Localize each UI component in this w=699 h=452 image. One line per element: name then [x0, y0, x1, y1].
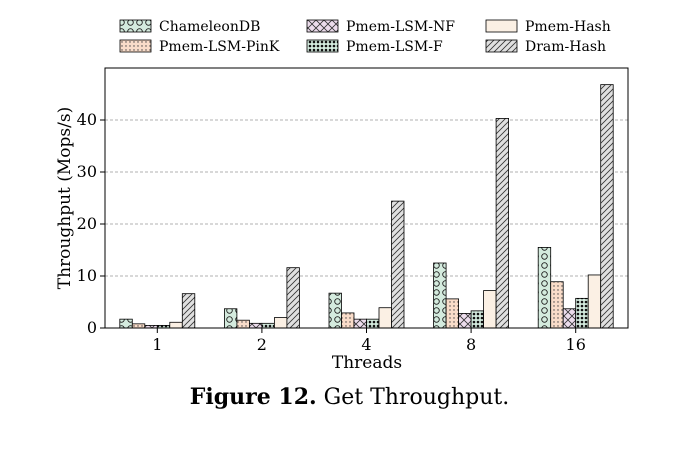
bars: [119, 84, 614, 329]
y-tick-label: 10: [77, 266, 97, 285]
legend-swatch: [485, 19, 518, 33]
bar-pmem-lsm-f-16: [575, 297, 589, 329]
bar-pmem-hash-8: [483, 290, 497, 329]
x-tick-label: 2: [257, 335, 267, 354]
x-tick-label: 8: [466, 335, 476, 354]
bar-pmem-lsm-f-2: [261, 322, 275, 329]
figure-caption: Figure 12. Get Throughput.: [0, 384, 699, 410]
bar-pmem-lsm-pink-1: [131, 323, 146, 329]
bar-dram-hash-8: [495, 118, 510, 329]
y-tick-label: 0: [87, 318, 97, 337]
bar-pmem-hash-16: [587, 274, 602, 329]
legend-swatch: [306, 39, 339, 53]
x-axis-label: Threads: [332, 353, 402, 373]
bar-chart: 0 10 20 30 40 1 2 4 8 16 ChameleonDB Pmem-LSM-PinK…: [55, 19, 629, 373]
bar-pmem-hash-1: [169, 321, 183, 329]
figure-title: Get Throughput.: [323, 385, 510, 410]
legend-swatch: [485, 39, 518, 53]
bar-pmem-hash-4: [378, 307, 392, 329]
legend-swatch: [306, 19, 339, 33]
legend-label: Pmem-LSM-PinK: [159, 39, 280, 55]
x-tick-label: 1: [152, 335, 162, 354]
bar-chameleondb-16: [537, 246, 552, 329]
bar-pmem-hash-2: [273, 317, 288, 329]
legend-label: Pmem-LSM-NF: [346, 19, 455, 35]
bar-pmem-lsm-nf-2: [248, 322, 263, 329]
legend-swatch: [119, 39, 152, 53]
bar-pmem-lsm-pink-2: [236, 319, 250, 329]
legend-label: ChameleonDB: [159, 19, 260, 35]
x-tick-label: 16: [566, 335, 586, 354]
bar-pmem-lsm-nf-16: [562, 308, 577, 329]
bar-pmem-lsm-pink-4: [341, 312, 355, 329]
bar-dram-hash-2: [286, 267, 300, 329]
legend-label: Pmem-Hash: [525, 19, 611, 35]
bar-pmem-lsm-nf-4: [353, 318, 367, 329]
bar-dram-hash-16: [600, 84, 614, 329]
y-tick-label: 40: [77, 110, 97, 129]
bar-pmem-lsm-f-4: [366, 318, 380, 329]
bar-chameleondb-2: [223, 308, 238, 329]
legend: ChameleonDB Pmem-LSM-PinK Pmem-LSM-NF Pmem-…: [119, 19, 611, 55]
bar-chameleondb-4: [328, 292, 342, 329]
x-tick-label: 4: [361, 335, 371, 354]
bar-pmem-lsm-nf-8: [458, 313, 472, 329]
y-tick-label: 30: [77, 162, 97, 181]
bar-pmem-lsm-pink-16: [550, 281, 564, 329]
axes: 0 10 20 30 40 1 2 4 8 16: [77, 67, 629, 354]
bar-dram-hash-1: [181, 293, 196, 329]
y-axis-label: Throughput (Mops/s): [55, 107, 75, 289]
plot-frame: [104, 67, 629, 329]
y-tick-label: 20: [77, 214, 97, 233]
legend-label: Dram-Hash: [525, 39, 606, 55]
figure-number: Figure 12.: [189, 384, 317, 410]
legend-label: Pmem-LSM-F: [346, 39, 443, 55]
bar-pmem-lsm-f-8: [470, 310, 485, 329]
legend-swatch: [119, 19, 152, 33]
bar-chameleondb-1: [119, 318, 133, 329]
bar-dram-hash-4: [391, 200, 405, 329]
bar-pmem-lsm-pink-8: [445, 298, 460, 329]
bar-chameleondb-8: [433, 262, 447, 329]
